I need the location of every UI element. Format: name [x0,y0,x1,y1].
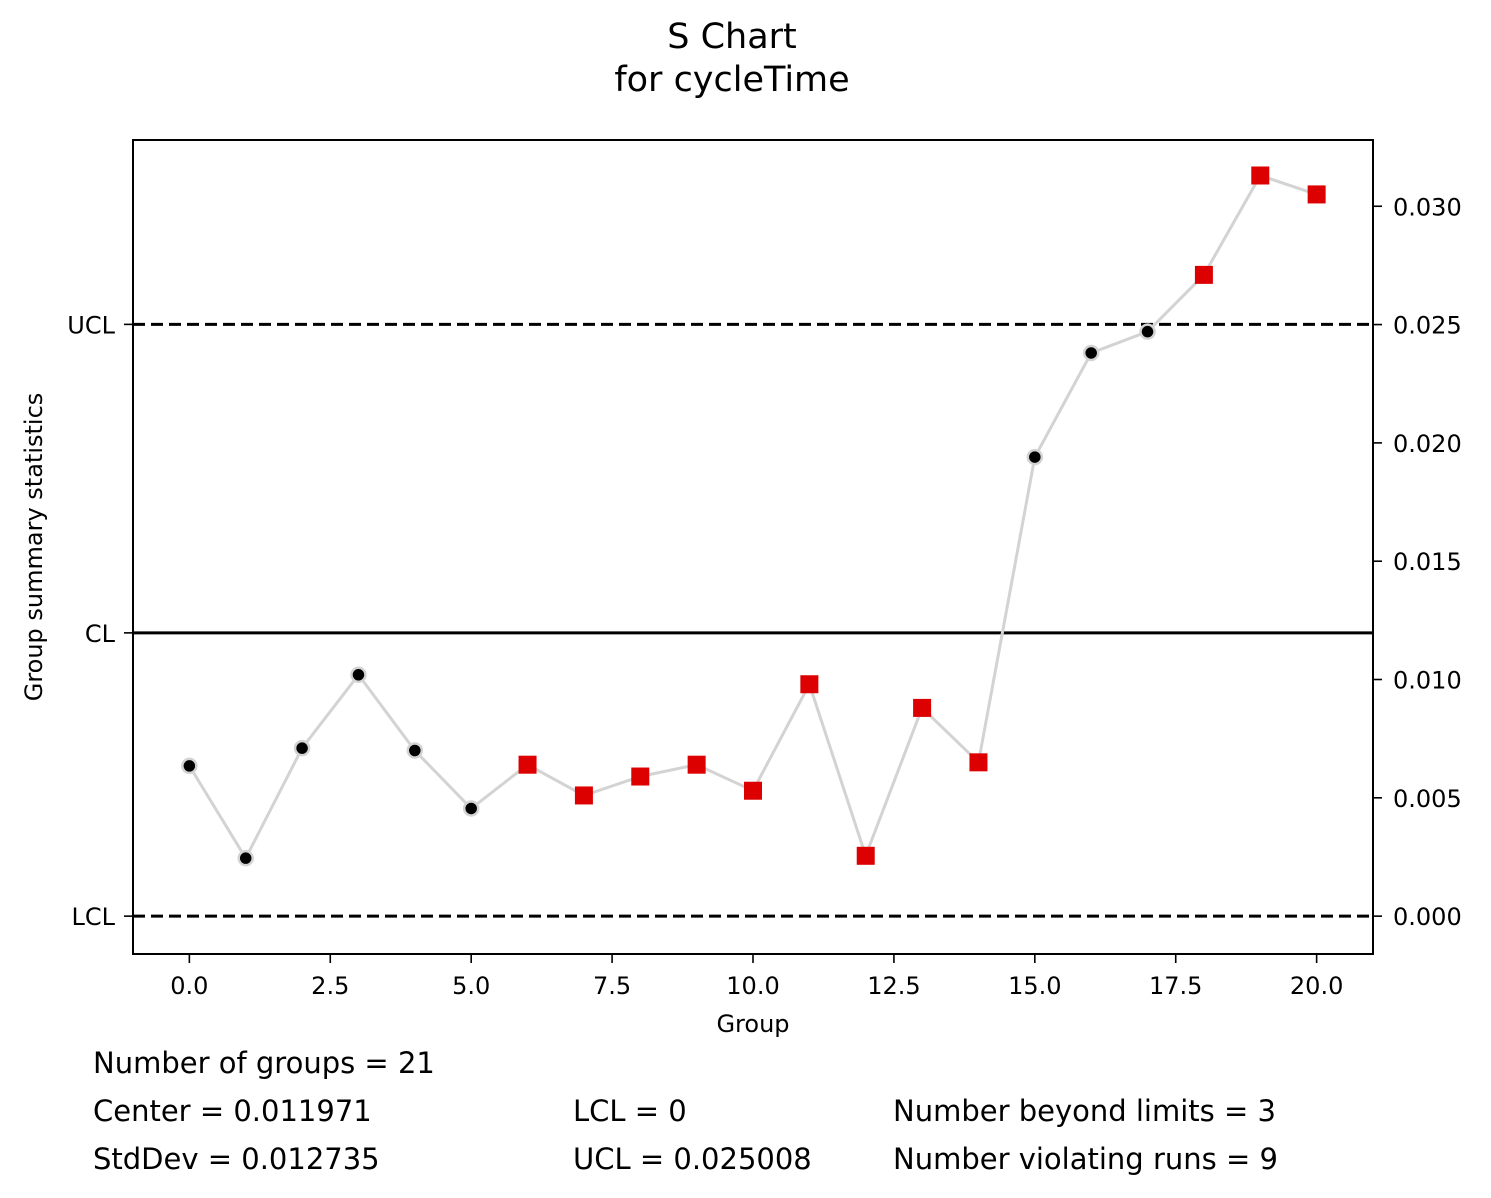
x-tick-label: 2.5 [311,972,349,1000]
data-point [293,739,311,757]
y-tick-label-right: 0.020 [1393,430,1462,458]
violating-point [913,698,932,717]
limit-label-lcl: LCL [72,903,116,931]
data-point [1139,323,1156,340]
x-tick-label: 0.0 [170,972,208,1000]
data-point [1082,344,1100,362]
violating-point [800,675,819,694]
y-tick-label-right: 0.010 [1393,667,1462,695]
y-tick-label-right: 0.000 [1393,903,1462,931]
stat-number-of-groups: Number of groups = 21 [93,1046,435,1080]
chart-title: S Chart [667,17,797,57]
limit-label-cl: CL [85,620,116,648]
x-tick-label: 12.5 [867,972,920,1000]
y-tick-label-right: 0.015 [1393,548,1462,576]
y-axis-label: Group summary statistics [20,393,48,702]
data-point [237,849,254,867]
data-point [350,666,367,684]
limit-label-ucl: UCL [67,311,115,339]
violating-point [1251,166,1270,185]
x-axis-label: Group [716,1010,789,1038]
violating-point [518,755,537,774]
x-tick-label: 15.0 [1008,972,1061,1000]
violating-point [1307,185,1326,204]
data-point [462,800,480,817]
x-tick-label: 10.0 [726,972,779,1000]
data-point [406,742,424,759]
data-point [181,757,198,775]
violating-point [744,781,762,800]
violating-point [969,753,988,772]
x-tick-label: 5.0 [452,972,490,1000]
y-tick-label-right: 0.005 [1393,785,1462,813]
data-point [1026,448,1044,466]
stat-center: Center = 0.011971 [93,1094,372,1128]
stat-beyond-limits: Number beyond limits = 3 [893,1094,1276,1128]
stat-lcl: LCL = 0 [573,1094,687,1128]
stat-ucl: UCL = 0.025008 [573,1142,812,1176]
violating-point [856,846,875,865]
x-tick-label: 7.5 [593,972,631,1000]
s-chart: S Chart for cycleTime 0.0 2.5 5.0 7.5 10.0 12… [20,17,1462,1038]
stat-stddev: StdDev = 0.012735 [93,1142,380,1176]
y-tick-label-right: 0.025 [1393,312,1462,340]
plot-frame [132,139,1374,955]
series-line [188,173,1318,862]
y-tick-label-right: 0.030 [1393,193,1462,221]
stat-violating-runs: Number violating runs = 9 [893,1142,1278,1176]
violating-point [574,786,593,805]
chart-subtitle: for cycleTime [614,60,849,100]
x-tick-label: 20.0 [1290,972,1343,1000]
violating-point [687,755,706,774]
violating-point [1194,265,1213,284]
violating-point [631,767,650,786]
x-tick-label: 17.5 [1149,972,1202,1000]
